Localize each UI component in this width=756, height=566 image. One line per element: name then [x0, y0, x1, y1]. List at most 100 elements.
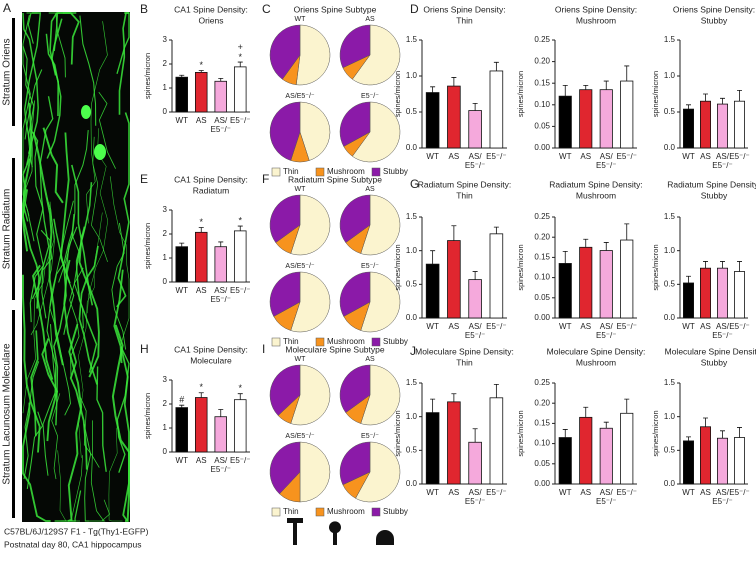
y-tick-label: 0.0 [406, 143, 418, 152]
y-tick-label: 1.5 [406, 212, 418, 221]
bar [468, 110, 482, 149]
y-axis-label: spines/micron [393, 71, 402, 117]
neuron-process [90, 420, 105, 522]
chart-subtitle: Mushroom [576, 15, 616, 25]
error-bar [430, 250, 436, 265]
bar [599, 427, 613, 485]
error-bar [737, 261, 742, 272]
pie-slice [339, 271, 371, 317]
y-tick-label: 0.0 [406, 479, 418, 488]
neuron-process [22, 100, 36, 216]
chart-subtitle: Radiatum [193, 185, 229, 195]
neuron-process [22, 402, 51, 522]
x-tick-label: AS/E5⁻/⁻ [712, 322, 732, 340]
neuron-soma [94, 144, 106, 160]
error-bar [472, 428, 478, 443]
error-bar [493, 383, 499, 398]
y-tick-label: 0.00 [534, 313, 550, 322]
bar [683, 282, 695, 319]
layer-bar [12, 18, 15, 126]
bar [683, 108, 695, 149]
x-tick-label: WT [682, 488, 695, 497]
chart-subtitle: Mushroom [576, 190, 616, 200]
neuron-process [22, 12, 39, 154]
y-axis-label: spines/micron [393, 410, 402, 456]
y-tick-label: 3 [163, 205, 168, 214]
chart-title: Oriens Spine Density: [423, 4, 505, 14]
panel-letter: E [140, 172, 148, 186]
neuron-process [23, 12, 42, 166]
y-tick-label: 1.5 [664, 378, 676, 387]
neuron-process [22, 197, 55, 414]
error-bar [237, 61, 243, 67]
y-tick-label: 1.0 [406, 71, 418, 80]
y-axis-label: spines/micron [651, 71, 660, 117]
y-tick-label: 0.25 [534, 35, 550, 44]
error-bar [720, 430, 725, 439]
chart-subtitle: Oriens [198, 15, 223, 25]
neuron-process [118, 12, 129, 115]
x-tick-label: AS [196, 116, 207, 125]
bar [447, 401, 461, 485]
panel-letter: H [140, 342, 149, 356]
y-tick-label: 1.5 [406, 378, 418, 387]
x-tick-label: AS [449, 488, 460, 497]
neuron-process [70, 455, 83, 522]
pie-title: WT [295, 186, 307, 193]
bar [425, 412, 440, 485]
pie-title: E5⁻/⁻ [361, 93, 379, 100]
panel-letter: F [262, 172, 269, 186]
error-bar [703, 93, 708, 102]
x-tick-label: WT [559, 488, 572, 497]
pie-slice [360, 364, 401, 426]
legend-swatch [315, 507, 325, 517]
error-bar [472, 102, 478, 111]
bar [425, 263, 440, 319]
error-bar [720, 261, 725, 269]
neuron-process [116, 346, 130, 473]
y-tick-label: 1.0 [664, 71, 676, 80]
x-tick-label: WT [682, 322, 695, 331]
chart-subtitle: Stubby [701, 357, 728, 367]
x-tick-label: AS/E5⁻/⁻ [465, 322, 485, 340]
bar [700, 100, 712, 149]
bar [717, 267, 729, 319]
neuron-process [23, 361, 40, 480]
neuron-process [67, 323, 83, 522]
pie-title: WT [295, 16, 307, 23]
error-bar [703, 261, 708, 269]
y-tick-label: 0.25 [534, 378, 550, 387]
neuron-process [40, 229, 53, 319]
legend-swatch [271, 337, 281, 347]
pie-slice [269, 194, 301, 243]
neuron-process [30, 201, 56, 336]
neuron-process [79, 15, 97, 126]
chart-title: Radiatum Spine Subtype [288, 174, 382, 184]
x-tick-label: AS/E5⁻/⁻ [596, 322, 616, 340]
neuron-process [42, 324, 57, 476]
bar [194, 72, 208, 113]
neuron-soma [81, 105, 91, 119]
x-tick-label: AS [580, 488, 591, 497]
neuron-process [116, 112, 130, 308]
chart-title: CA1 Spine Density: [174, 344, 248, 354]
x-tick-label: E5⁻/⁻ [486, 488, 506, 497]
pie-slice [269, 101, 301, 161]
y-tick-label: 0.10 [534, 100, 550, 109]
y-tick-label: 0.0 [664, 479, 676, 488]
error-bar [686, 104, 691, 110]
bar [579, 89, 593, 149]
pie-title: AS [365, 356, 375, 363]
legend-label: Stubby [383, 337, 408, 346]
bar [734, 100, 746, 149]
y-axis-label: spines/micron [143, 393, 152, 439]
x-tick-label: AS [196, 456, 207, 465]
y-tick-label: 1.5 [664, 212, 676, 221]
pie-slice [269, 364, 301, 416]
bar [558, 437, 572, 485]
bar [620, 80, 634, 149]
x-tick-label: AS/E5⁻/⁻ [712, 152, 732, 170]
pie-slice [299, 441, 331, 503]
error-bar [198, 227, 204, 233]
pie-slice [339, 441, 371, 486]
